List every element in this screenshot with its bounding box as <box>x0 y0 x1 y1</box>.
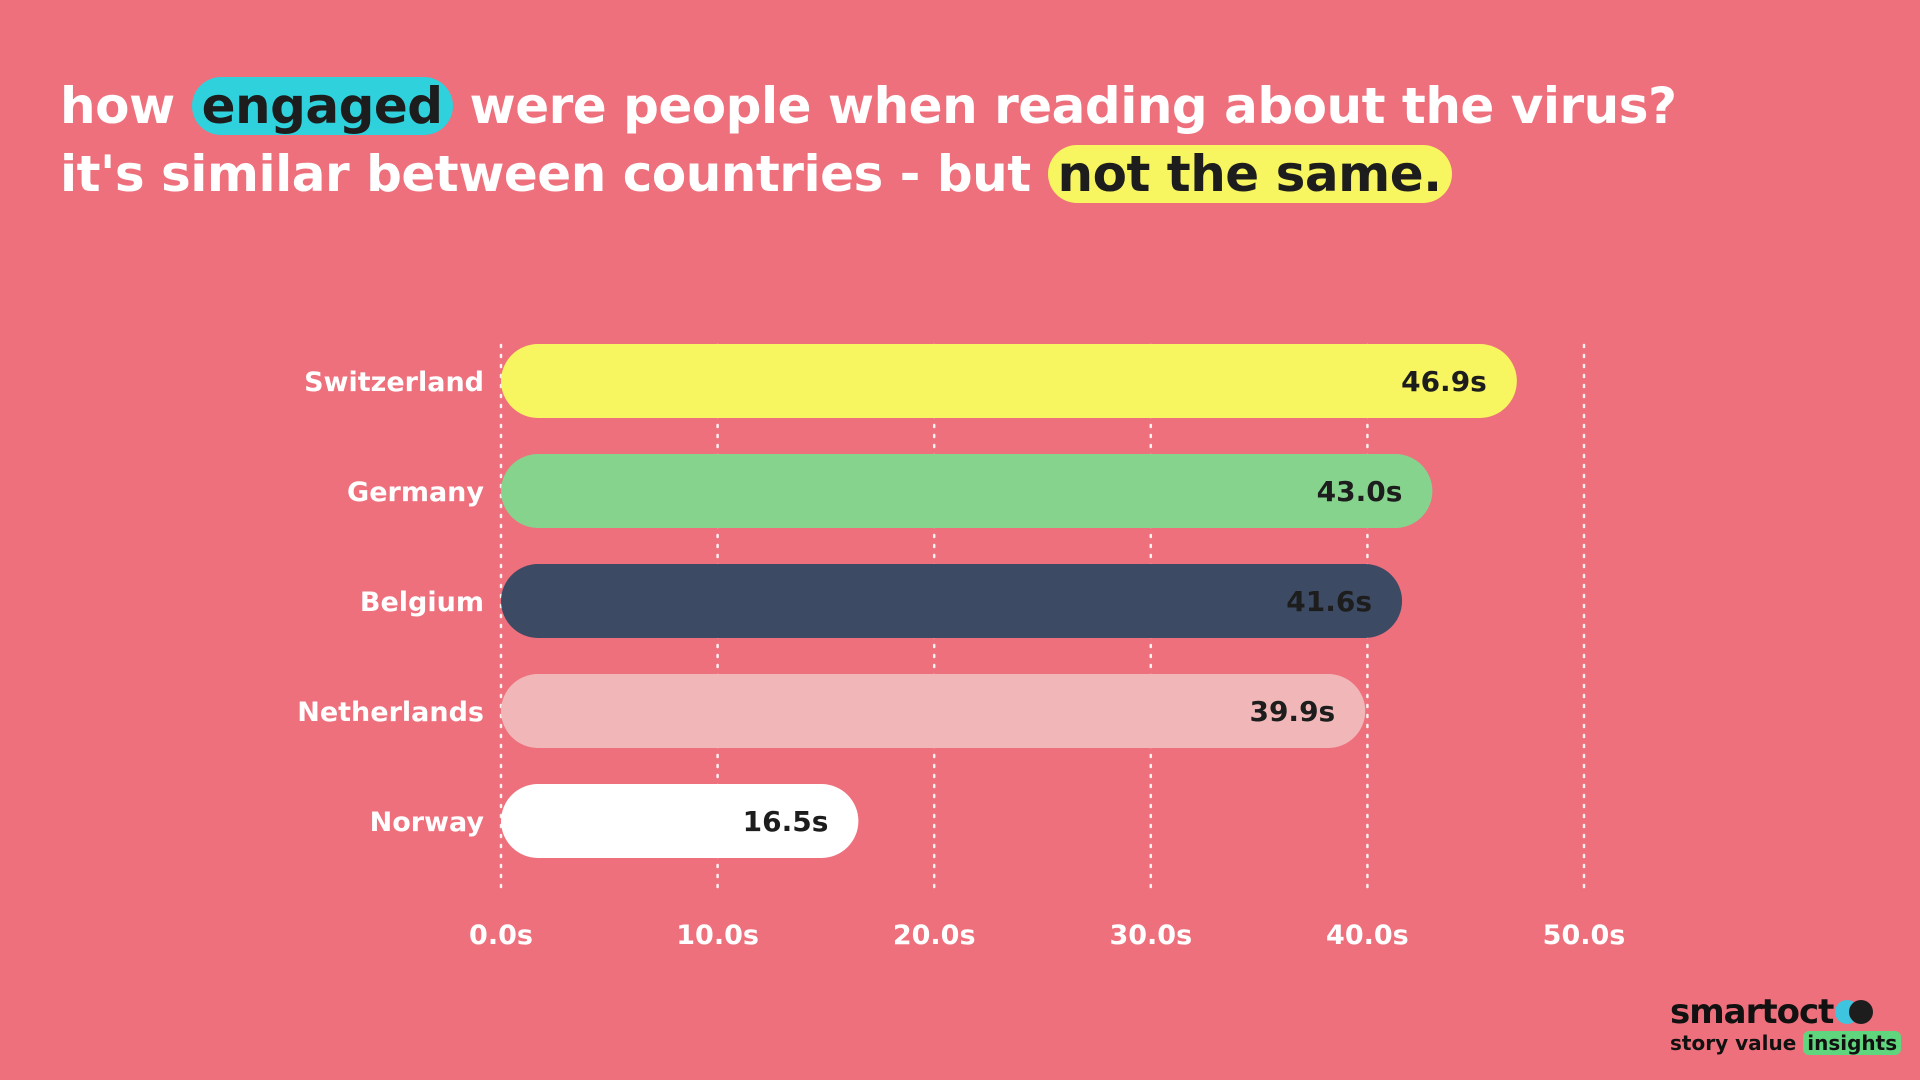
headline-text: how <box>60 77 175 135</box>
bar <box>501 674 1366 748</box>
data-label: 41.6s <box>1286 585 1372 618</box>
x-tick-label: 20.0s <box>893 920 976 951</box>
bar <box>501 784 859 858</box>
category-label: Germany <box>347 477 484 508</box>
data-label: 39.9s <box>1249 695 1335 728</box>
logo-tagline: story value insights <box>1670 1030 1902 1056</box>
bar <box>501 564 1403 638</box>
bar <box>501 454 1433 528</box>
x-tick-label: 10.0s <box>676 920 759 951</box>
category-label: Norway <box>370 807 485 838</box>
logo-tagline-highlight: insights <box>1803 1031 1902 1055</box>
logo-word-suffix: oct <box>1776 992 1835 1032</box>
headline-line-2: it's similar between countries - but not… <box>60 140 1676 208</box>
logo-dots-icon <box>1835 1000 1874 1024</box>
data-label: 43.0s <box>1317 475 1403 508</box>
category-label: Switzerland <box>304 367 484 398</box>
headline-line-1: how engaged were people when reading abo… <box>60 72 1677 140</box>
category-label: Belgium <box>360 587 484 618</box>
x-tick-label: 40.0s <box>1326 920 1409 951</box>
category-label: Netherlands <box>297 697 484 728</box>
logo-word: smart <box>1670 992 1778 1032</box>
x-tick-label: 0.0s <box>469 920 533 951</box>
headline-text: were people when reading about the virus… <box>469 77 1677 135</box>
bar <box>501 344 1517 418</box>
headline-text: it's similar between countries - but <box>60 145 1031 203</box>
smartocto-logo: smart oct story value insights <box>1670 994 1902 1056</box>
logo-wordmark: smart oct <box>1670 994 1890 1030</box>
logo-tagline-text: story value <box>1670 1031 1797 1055</box>
x-tick-label: 30.0s <box>1109 920 1192 951</box>
x-tick-label: 50.0s <box>1543 920 1626 951</box>
headline-highlight-not-same: not the same. <box>1047 145 1452 203</box>
data-label: 46.9s <box>1401 365 1487 398</box>
headline-highlight-engaged: engaged <box>191 77 453 135</box>
headline: how engaged were people when reading abo… <box>60 72 1677 208</box>
data-label: 16.5s <box>743 805 829 838</box>
